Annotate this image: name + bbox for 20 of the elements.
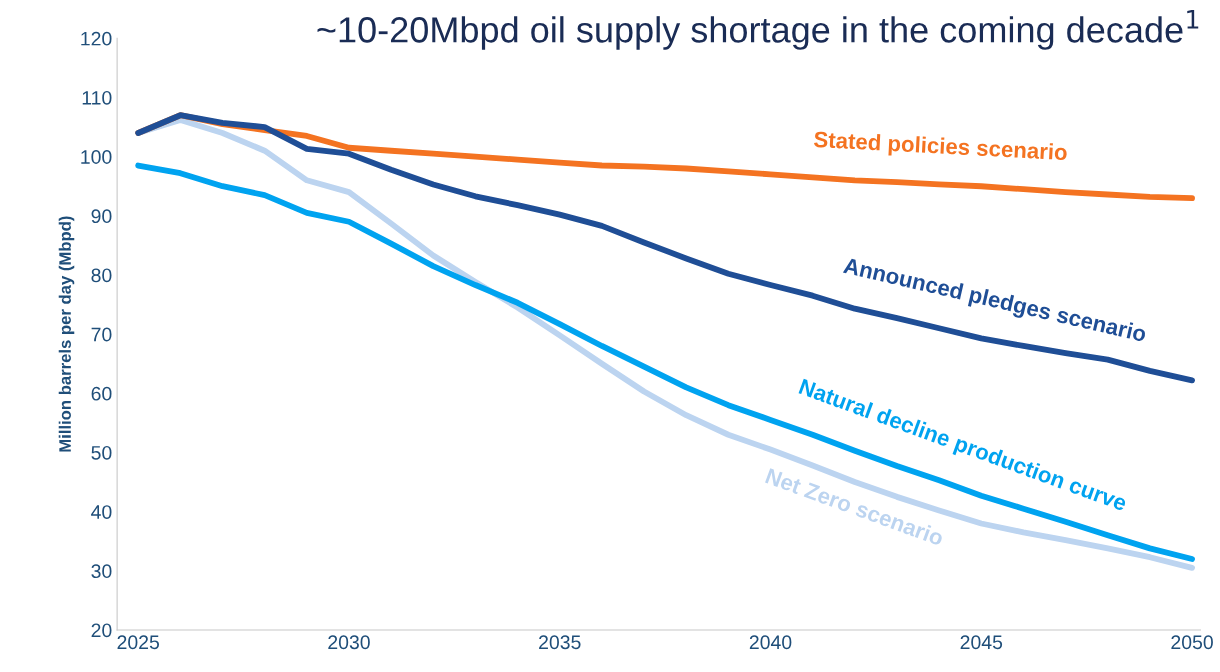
x-tick-label: 2025 (117, 635, 160, 650)
series-label: Stated policies scenario (813, 130, 1068, 165)
y-tick-label: 90 (91, 209, 112, 224)
chart-title: ~10-20Mbpd oil supply shortage in the coming decade$^{1}$ (317, 10, 1199, 50)
x-tick-label: 2045 (960, 635, 1003, 650)
x-tick-label: 2040 (749, 635, 792, 650)
y-tick-label: 60 (91, 386, 112, 401)
x-tick-label: 2035 (539, 635, 581, 650)
y-tick-label: 70 (91, 327, 112, 342)
y-axis-title: Million barrels per day (Mbpd) (58, 216, 75, 452)
x-tick-label: 2050 (1171, 635, 1213, 650)
y-tick-label: 110 (82, 90, 112, 105)
y-tick-label: 80 (91, 268, 112, 283)
y-tick-label: 50 (91, 445, 112, 460)
y-tick-label: 100 (81, 150, 112, 164)
y-tick-label: 40 (91, 505, 112, 519)
y-tick-label: 120 (81, 31, 112, 46)
y-tick-label: 20 (91, 623, 112, 638)
y-tick-label: 30 (91, 564, 112, 579)
x-tick-label: 2030 (328, 635, 370, 650)
